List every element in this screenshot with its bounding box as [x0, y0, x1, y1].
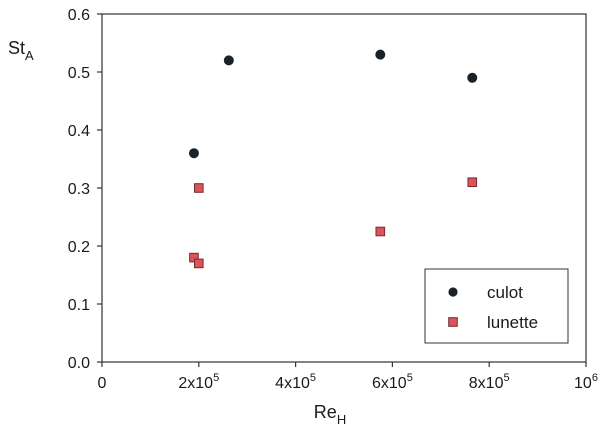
legend-label: lunette [487, 313, 538, 332]
lunette-point [375, 226, 386, 237]
x-axis-label-sub: H [337, 412, 346, 427]
legend-marker-culot [448, 287, 458, 297]
legend-box [424, 268, 569, 344]
y-tick-label: 0.1 [68, 297, 90, 314]
x-tick-label: 8x105 [469, 372, 510, 392]
svg-text:ReH: ReH [314, 402, 346, 427]
x-tick-label: 2x105 [178, 372, 219, 392]
culot-point [188, 148, 199, 159]
x-axis-label: ReH [314, 402, 346, 427]
y-axis-label-sub: A [25, 48, 34, 63]
x-tick-base: 4x10 [275, 375, 310, 392]
legend-label: culot [487, 283, 523, 302]
x-axis-label-main: Re [314, 402, 337, 422]
culot-point [467, 72, 478, 83]
x-tick-exponent: 5 [310, 372, 316, 384]
svg-text:StA: StA [8, 38, 34, 63]
x-tick-base: 10 [574, 375, 592, 392]
y-tick-label: 0.0 [68, 355, 90, 372]
y-axis-ticks: 0.0 0.1 0.2 0.3 0.4 0.5 0.6 [68, 7, 102, 372]
culot-point [375, 49, 386, 60]
x-tick-base: 0 [98, 375, 107, 392]
x-tick-base: 8x10 [469, 375, 504, 392]
y-tick-label: 0.2 [68, 239, 90, 256]
lunette-point [189, 252, 199, 263]
x-tick-exponent: 5 [213, 372, 219, 384]
x-axis-ticks: 0 2x105 4x105 6x105 8x105 106 [98, 362, 598, 392]
lunette-point [194, 258, 204, 269]
x-tick-exponent: 5 [503, 372, 509, 384]
x-tick-exponent: 6 [592, 372, 598, 384]
x-tick-label: 106 [574, 372, 598, 392]
lunette-point [194, 183, 204, 193]
culot-point [223, 55, 234, 66]
legend: culot lunette [424, 268, 569, 344]
x-tick-label: 6x105 [372, 372, 413, 392]
x-tick-base: 2x10 [178, 375, 213, 392]
y-tick-label: 0.5 [68, 65, 90, 82]
y-tick-label: 0.3 [68, 181, 90, 198]
x-tick-label: 4x105 [275, 372, 316, 392]
y-axis-label-main: St [8, 38, 25, 58]
x-tick-base: 6x10 [372, 375, 407, 392]
data-points [188, 49, 478, 269]
x-tick-exponent: 5 [407, 372, 413, 384]
lunette-point [467, 177, 478, 187]
legend-marker-lunette [448, 317, 458, 327]
y-axis-label: StA [8, 38, 34, 63]
y-tick-label: 0.4 [68, 123, 90, 140]
y-tick-label: 0.6 [68, 7, 90, 24]
x-tick-label: 0 [98, 375, 107, 392]
